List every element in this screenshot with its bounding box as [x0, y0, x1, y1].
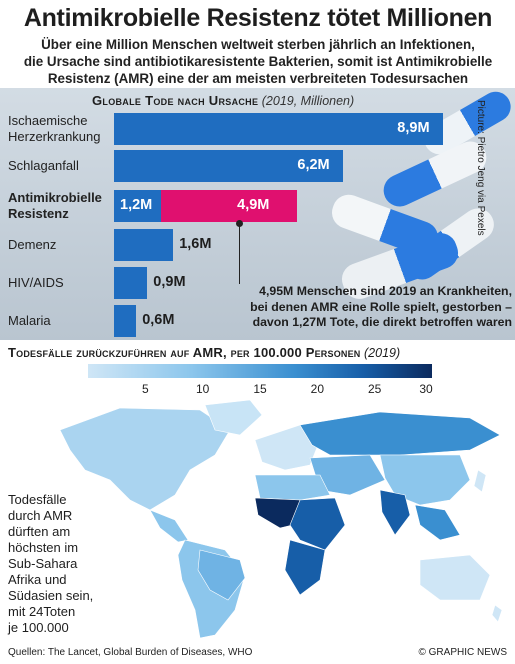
bar-value-label: 0,6M: [142, 312, 175, 328]
subtitle-line: die Ursache sind antibiotikaresistente B…: [23, 54, 493, 69]
bar-label: Malaria: [8, 313, 51, 328]
bar-value-label: 6,2M: [297, 157, 330, 173]
bar: [114, 229, 174, 261]
color-scale: [88, 364, 432, 378]
bar-value-label: 1,2M: [120, 197, 153, 213]
bar-label: Ischaemische Herzerkrankung: [8, 113, 101, 144]
bar-chart-title-text: Globale Tode nach Ursache: [92, 93, 259, 108]
map-note-line: durch AMR: [8, 508, 73, 523]
bar: [114, 150, 344, 182]
bar: [114, 305, 137, 337]
page-title: Antimikrobielle Resistenz tötet Millione…: [23, 4, 493, 32]
subtitle-line: Resistenz (AMR) eine der am meisten verb…: [47, 71, 469, 86]
map-note-line: je 100.000: [8, 620, 69, 635]
map-title-text: Todesfälle zurückzuführen auf AMR, per 1…: [8, 345, 361, 360]
bar-value-label: 1,6M: [179, 236, 212, 252]
bar-value-label: 4,9M: [237, 197, 270, 213]
subtitle-line: Über eine Million Menschen weltweit ster…: [41, 37, 475, 52]
bar: [114, 267, 148, 299]
annotation-line: bei denen AMR eine Rolle spielt, gestorb…: [250, 299, 512, 314]
map-note-line: Sub-Sahara: [8, 556, 78, 571]
scale-tick-label: 20: [310, 382, 325, 396]
bar-label: Schlaganfall: [8, 158, 79, 173]
subtitle: Über eine Million Menschen weltweit ster…: [8, 36, 508, 87]
australia-shape: [419, 554, 491, 601]
scale-tick-label: 25: [367, 382, 382, 396]
bar-label: HIV/AIDS: [8, 275, 64, 290]
bar: [114, 113, 444, 145]
map-note-line: Todesfälle: [8, 492, 67, 507]
scale-tick-label: 15: [253, 382, 267, 396]
map-note-line: Südasien sein,: [8, 588, 94, 603]
scale-tick-label: 30: [419, 382, 433, 396]
russia-shape: [299, 411, 501, 456]
annotation-line: davon 1,27M Tote, die direkt betroffen w…: [252, 315, 512, 329]
bar-amr-direct: [114, 190, 161, 222]
southern-africa-shape: [284, 539, 326, 596]
greenland-shape: [204, 400, 263, 436]
photo-credit: Picture: Pietro Jeng via Pexels: [475, 100, 486, 236]
source-note: Quellen: The Lancet, Global Burden of Di…: [8, 647, 253, 658]
bar-chart-title: Globale Tode nach Ursache (2019, Million…: [92, 93, 354, 108]
japan-shape: [473, 469, 487, 493]
annotation-leader: [239, 222, 240, 284]
map-title: Todesfälle zurückzuführen auf AMR, per 1…: [8, 345, 400, 360]
copyright: © GRAPHIC NEWS: [418, 647, 508, 658]
bar-label: Antimikrobielle Resistenz: [8, 190, 102, 221]
map-annotation: Todesfälle durch AMR dürften am höchsten…: [8, 492, 108, 636]
bar-label: Demenz: [8, 237, 57, 252]
scale-tick-label: 5: [141, 382, 149, 396]
world-map: [59, 400, 503, 639]
map-note-line: dürften am: [8, 524, 71, 539]
bar-value-label: 0,9M: [153, 274, 186, 290]
north-america-shape: [59, 407, 231, 511]
bar-chart-unit: (2019, Millionen): [261, 94, 355, 108]
north-africa-shape: [254, 474, 331, 501]
annotation-line: 4,95M Menschen sind 2019 an Krankheiten,: [259, 284, 512, 298]
scale-tick-label: 10: [195, 382, 210, 396]
bar-value-label: 8,9M: [397, 120, 430, 136]
map-unit: (2019): [364, 346, 401, 360]
new-zealand-shape: [491, 604, 503, 623]
map-note-line: mit 24Toten: [8, 604, 76, 619]
brazil-shape: [197, 549, 246, 601]
map-note-line: Afrika und: [8, 572, 67, 587]
south-asia-shape: [379, 489, 411, 536]
map-note-line: höchsten im: [8, 540, 79, 555]
southeast-asia-shape: [414, 504, 461, 541]
amr-annotation: 4,95M Menschen sind 2019 an Krankheiten,…: [200, 284, 512, 331]
east-asia-shape: [379, 454, 471, 506]
central-america-shape: [149, 509, 189, 543]
bar-amr-associated: [160, 190, 298, 222]
